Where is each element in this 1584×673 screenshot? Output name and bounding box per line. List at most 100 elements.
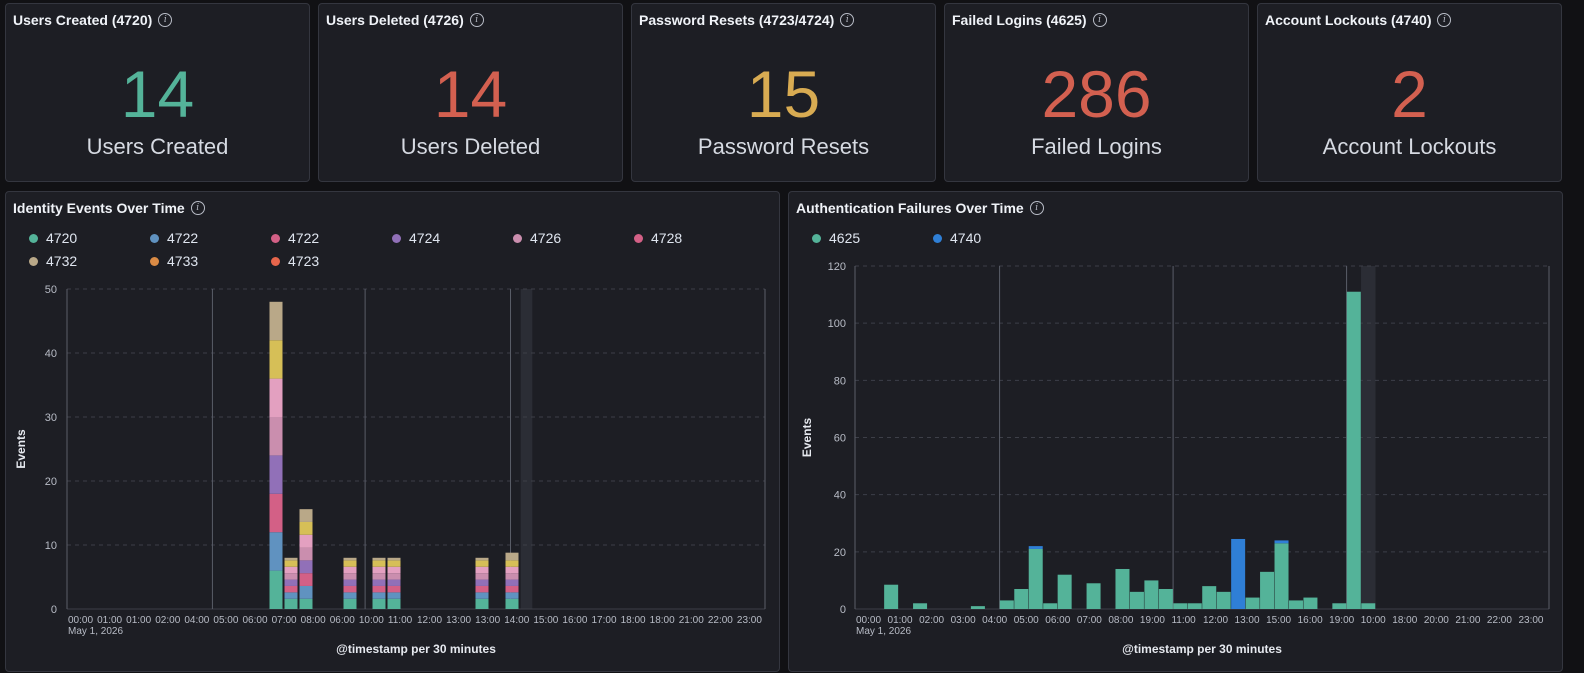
metric-panel-users-deleted: Users Deleted (4726) i 14 Users Deleted — [318, 3, 623, 182]
legend-dot — [392, 233, 401, 243]
bar-segment — [372, 585, 386, 593]
panel-title: Failed Logins (4625) i — [952, 12, 1107, 28]
y-tick-label: 0 — [840, 604, 846, 616]
bar-segment — [387, 557, 401, 561]
y-tick-label: 80 — [834, 375, 846, 387]
bar-segment — [1187, 603, 1202, 609]
chart-legend: 4625 4740 — [809, 228, 1552, 272]
legend-item[interactable]: 4733 — [150, 253, 198, 269]
bar-segment — [387, 585, 401, 593]
y-axis-title: Events — [14, 429, 28, 469]
panel-title-text: Identity Events Over Time — [13, 200, 185, 216]
bar-segment — [475, 598, 489, 609]
bar-segment — [475, 585, 489, 593]
bar-segment — [299, 534, 313, 548]
bar-segment — [269, 378, 283, 417]
bar-segment — [1231, 538, 1246, 609]
legend-dot — [634, 233, 643, 243]
x-tick-label: 11:00 — [388, 615, 413, 626]
legend-item[interactable]: 4728 — [634, 230, 682, 246]
info-icon[interactable]: i — [840, 13, 855, 27]
x-tick-label: 08:00 — [301, 615, 326, 626]
bar-segment — [372, 598, 386, 609]
legend-dot — [933, 233, 942, 243]
panel-title: Password Resets (4723/4724) i — [639, 12, 855, 28]
x-tick-label: 17:00 — [592, 615, 617, 626]
x-tick-label: 04:00 — [184, 615, 209, 626]
x-tick-label: 00:00 — [856, 615, 881, 626]
info-icon[interactable]: i — [1029, 201, 1044, 215]
info-icon[interactable]: i — [469, 13, 484, 27]
info-icon[interactable]: i — [158, 13, 173, 27]
x-tick-label: 06:00 — [243, 615, 268, 626]
legend-item[interactable]: 4722 — [150, 230, 198, 246]
x-tick-label: 18:00 — [621, 615, 646, 626]
x-tick-label: 06:00 — [330, 615, 355, 626]
legend-label: 4726 — [530, 230, 562, 246]
bar-segment — [1086, 583, 1101, 609]
x-tick-label: 15:00 — [533, 615, 558, 626]
bar-segment — [269, 493, 283, 533]
legend-item[interactable]: 4740 — [933, 230, 981, 246]
x-tick-label: 18:00 — [650, 615, 675, 626]
legend-label: 4723 — [288, 253, 320, 269]
x-tick-label: 12:00 — [1203, 615, 1228, 626]
x-tick-label: 13:00 — [1235, 615, 1260, 626]
metric-panel-users-created: Users Created (4720) i 14 Users Created — [5, 3, 310, 182]
authentication-failures-panel: Authentication Failures Over Time i 4625 … — [788, 191, 1563, 672]
y-tick-label: 30 — [45, 412, 57, 424]
authentication-failures-chart[interactable]: 0 20 40 60 80 100 120 00:00 01:00 02:00 03:00 04:00… — [789, 192, 1564, 673]
panel-title-text: Password Resets (4723/4724) — [639, 12, 835, 28]
bar-segment — [372, 592, 386, 599]
bar-segment — [1288, 600, 1303, 609]
legend-dot — [29, 233, 38, 243]
x-tick-label: 21:00 — [679, 615, 704, 626]
bar-segment — [1274, 540, 1289, 544]
bar-segment — [299, 573, 313, 586]
bar-segment — [284, 557, 298, 561]
bar-segment — [505, 552, 519, 561]
legend-item[interactable]: 4722 — [271, 230, 319, 246]
bar-segment — [269, 570, 283, 609]
legend-dot — [812, 233, 821, 243]
panel-title-text: Authentication Failures Over Time — [796, 200, 1024, 216]
panel-title: Identity Events Over Time i — [13, 200, 205, 216]
bar-segment — [1028, 546, 1043, 549]
x-tick-label: 22:00 — [1487, 615, 1512, 626]
x-tick-label: 02:00 — [919, 615, 944, 626]
metric-panel-failed-logins: Failed Logins (4625) i 286 Failed Logins — [944, 3, 1249, 182]
x-tick-label: 01:00 — [126, 615, 151, 626]
bar-segment — [269, 340, 283, 379]
legend-item[interactable]: 4625 — [812, 230, 860, 246]
x-tick-label: 21:00 — [1455, 615, 1480, 626]
x-tick-label: 01:00 — [97, 615, 122, 626]
x-tick-label: 15:00 — [1266, 615, 1291, 626]
identity-events-chart[interactable]: 0 10 20 30 40 50 00:00 01:00 01:00 02:00 04:00 05:0… — [6, 192, 781, 673]
bar-segment — [1202, 586, 1217, 609]
x-date-label: May 1, 2026 — [856, 626, 911, 637]
legend-item[interactable]: 4724 — [392, 230, 440, 246]
info-icon[interactable]: i — [1437, 13, 1452, 27]
bar-segment — [970, 606, 985, 609]
x-tick-label: 05:00 — [213, 615, 238, 626]
panel-title-text: Users Created (4720) — [13, 12, 153, 28]
panel-title-text: Account Lockouts (4740) — [1265, 12, 1432, 28]
legend-label: 4733 — [167, 253, 199, 269]
panel-title: Account Lockouts (4740) i — [1265, 12, 1452, 28]
x-tick-label: 07:00 — [272, 615, 297, 626]
info-icon[interactable]: i — [190, 201, 205, 215]
x-tick-label: 02:00 — [155, 615, 180, 626]
x-tick-label: 08:00 — [1108, 615, 1133, 626]
x-date-label: May 1, 2026 — [68, 626, 123, 637]
metric-label: Users Deleted — [400, 134, 541, 159]
panel-title-text: Failed Logins (4625) — [952, 12, 1087, 28]
legend-item[interactable]: 4723 — [271, 253, 319, 269]
legend-item[interactable]: 4732 — [29, 253, 77, 269]
legend-item[interactable]: 4720 — [29, 230, 77, 246]
identity-events-panel: Identity Events Over Time i 4720 4722 472… — [5, 191, 780, 672]
legend-item[interactable]: 4726 — [513, 230, 561, 246]
bar-segment — [1260, 571, 1275, 609]
bar-segment — [1245, 597, 1260, 609]
info-icon[interactable]: i — [1092, 13, 1107, 27]
x-tick-label: 11:00 — [1171, 615, 1196, 626]
